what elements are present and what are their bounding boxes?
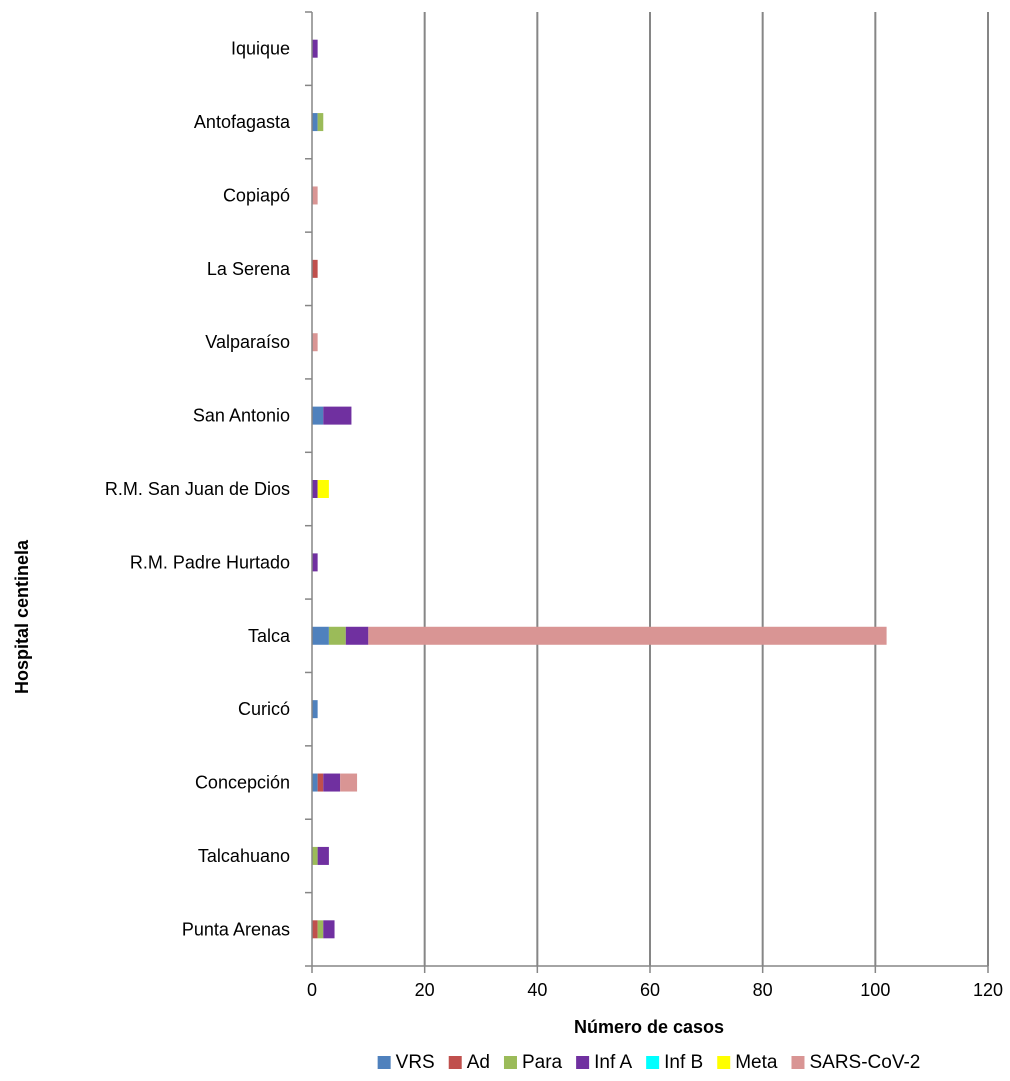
legend-label: Ad — [467, 1052, 490, 1073]
legend-swatch — [717, 1056, 731, 1069]
bar-segment — [312, 186, 318, 205]
x-tick-label: 100 — [860, 980, 890, 1000]
legend-label: Meta — [735, 1052, 778, 1073]
y-tick-label: Talca — [248, 626, 291, 646]
legend-label: Inf B — [664, 1052, 703, 1073]
bar-segment — [323, 920, 335, 939]
y-tick-label: R.M. Padre Hurtado — [130, 552, 290, 572]
y-tick-label: San Antonio — [193, 406, 290, 426]
legend-swatch — [576, 1056, 590, 1069]
legend-swatch — [448, 1056, 462, 1069]
x-tick-label: 120 — [973, 980, 1003, 1000]
y-tick-label: La Serena — [207, 259, 291, 279]
x-tick-label: 0 — [307, 980, 317, 1000]
legend-label: Inf A — [594, 1052, 632, 1073]
y-tick-label: Concepción — [195, 773, 290, 793]
x-tick-label: 20 — [415, 980, 435, 1000]
bar-segment — [312, 333, 318, 352]
legend-label: SARS-CoV-2 — [809, 1052, 920, 1073]
x-tick-label: 60 — [640, 980, 660, 1000]
x-tick-labels: 0 20 40 60 80 100 120 — [307, 980, 1003, 1000]
bar-segment — [312, 773, 318, 792]
bar-segment — [312, 920, 318, 939]
x-tick-label: 80 — [753, 980, 773, 1000]
legend-label: Para — [522, 1052, 563, 1073]
bar-segment — [317, 920, 324, 939]
y-tick-label: Copiapó — [223, 185, 290, 205]
bar-segment — [312, 846, 318, 865]
bars — [312, 39, 887, 939]
legend-label: VRS — [396, 1052, 435, 1073]
x-tick-label: 40 — [527, 980, 547, 1000]
y-tick-labels: Iquique Antofagasta Copiapó La Serena Valpar… — [105, 39, 291, 940]
y-tick-label: Iquique — [231, 39, 290, 59]
bar-segment — [317, 773, 324, 792]
legend-swatch — [377, 1056, 391, 1069]
y-tick-label: Valparaíso — [205, 332, 290, 352]
bar-segment — [312, 480, 318, 498]
axes — [305, 11, 989, 973]
bar-segment — [345, 626, 369, 645]
y-tick-label: Talcahuano — [198, 846, 290, 866]
legend-swatch — [503, 1056, 517, 1069]
bar-segment — [317, 846, 329, 865]
gridlines — [423, 12, 989, 966]
y-tick-label: Antofagasta — [194, 112, 291, 132]
bar-segment — [312, 553, 318, 572]
legend-swatch — [646, 1056, 660, 1069]
bar-segment — [323, 406, 352, 425]
legend: VRS Ad Para Inf A Inf B Meta SARS-CoV-2 — [377, 1052, 920, 1073]
bar-segment — [317, 480, 329, 498]
bar-segment — [312, 113, 318, 132]
bar-segment — [312, 39, 318, 58]
y-tick-label: Curicó — [238, 699, 290, 719]
x-axis-title: Número de casos — [574, 1017, 724, 1037]
y-tick-label: Punta Arenas — [182, 919, 290, 939]
bar-segment — [312, 406, 324, 425]
bar-segment — [328, 626, 346, 645]
y-tick-label: R.M. San Juan de Dios — [105, 479, 290, 499]
bar-segment — [312, 626, 329, 645]
bar-segment — [368, 626, 887, 645]
bar-segment — [323, 773, 341, 792]
bar-segment — [312, 259, 318, 278]
legend-swatch — [791, 1056, 805, 1069]
bar-segment — [340, 773, 358, 792]
y-axis-title: Hospital centinela — [12, 539, 32, 694]
bar-segment — [317, 113, 324, 132]
bar-segment — [312, 700, 318, 719]
